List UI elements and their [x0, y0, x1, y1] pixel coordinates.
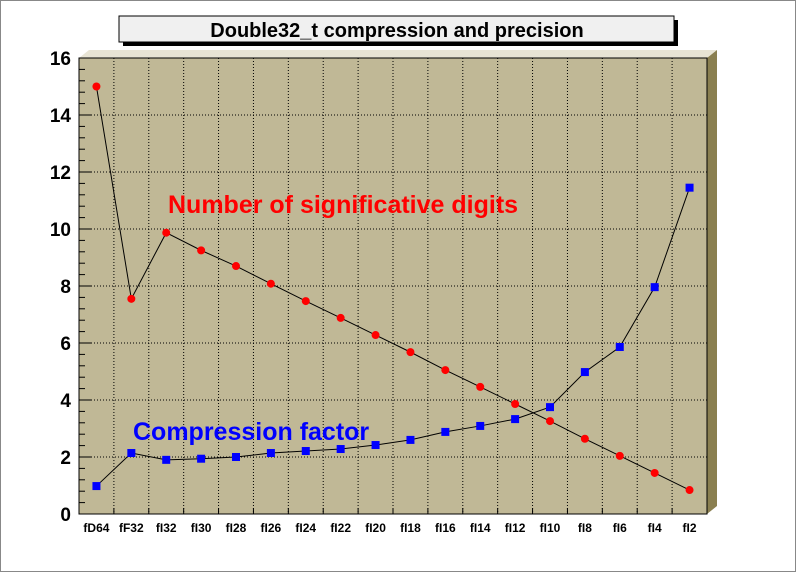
data-point: [406, 435, 415, 444]
y-tick-label: 4: [60, 391, 71, 412]
data-point: [406, 348, 415, 357]
data-point: [615, 451, 624, 460]
y-tick-label: 14: [50, 106, 72, 127]
data-point: [197, 246, 206, 255]
data-point: [266, 279, 275, 288]
y-tick-label: 8: [60, 277, 71, 298]
data-point: [650, 283, 659, 292]
x-tick-label: fI24: [295, 521, 316, 535]
data-point: [511, 399, 520, 408]
data-point: [371, 331, 380, 340]
series-label-compression: Compression factor: [133, 418, 369, 446]
series-line: [96, 187, 691, 487]
x-tick-label: fI6: [613, 521, 627, 535]
data-point: [232, 262, 240, 271]
data-point: [197, 454, 206, 463]
data-point: [476, 382, 485, 391]
data-point: [650, 468, 659, 477]
data-point: [685, 183, 694, 192]
data-point: [92, 482, 101, 491]
x-tick-label: fI30: [191, 521, 212, 535]
x-tick-label: fD64: [83, 521, 109, 535]
x-tick-label: fI28: [226, 521, 247, 535]
data-point: [546, 417, 554, 426]
data-point: [266, 449, 275, 458]
data-point: [685, 486, 694, 495]
frame-top: [79, 50, 717, 58]
data-point: [441, 427, 450, 436]
x-tick-label: fI20: [365, 521, 386, 535]
x-tick-label: fI2: [683, 521, 697, 535]
y-tick-label: 12: [50, 163, 71, 184]
data-point: [511, 415, 520, 424]
series-line: [95, 86, 690, 491]
title-box: [118, 15, 675, 43]
y-tick-label: 0: [60, 505, 71, 526]
x-tick-label: fI10: [540, 521, 561, 535]
chart-title: Double32_t compression and precision: [210, 20, 583, 42]
data-point: [301, 297, 310, 306]
y-tick-label: 2: [60, 448, 71, 469]
x-tick-label: fI32: [156, 521, 177, 535]
data-point: [336, 445, 345, 454]
data-point: [127, 294, 136, 303]
data-point: [336, 313, 345, 322]
data-point: [441, 366, 450, 375]
x-tick-label: fI18: [400, 521, 421, 535]
frame-side: [707, 50, 717, 514]
y-tick-label: 16: [50, 49, 71, 70]
data-point: [127, 449, 136, 458]
x-tick-label: fF32: [119, 521, 144, 535]
data-point: [615, 342, 624, 351]
x-tick-label: fI16: [435, 521, 456, 535]
x-tick-label: fI12: [505, 521, 526, 535]
data-point: [92, 82, 101, 91]
y-tick-label: 10: [50, 220, 71, 241]
data-point: [580, 368, 589, 377]
y-tick-label: 6: [60, 334, 71, 355]
data-point: [162, 455, 171, 464]
data-point: [301, 447, 310, 456]
data-point: [232, 453, 240, 461]
data-point: [371, 441, 380, 450]
series-label-digits: Number of significative digits: [168, 191, 518, 219]
x-tick-label: fI8: [578, 521, 592, 535]
data-point: [546, 403, 554, 412]
x-tick-label: fI14: [470, 521, 491, 535]
x-tick-label: fI26: [261, 521, 282, 535]
data-point: [476, 421, 485, 430]
x-tick-label: fI22: [330, 521, 351, 535]
x-tick-label: fI4: [648, 521, 662, 535]
data-point: [580, 434, 589, 443]
data-point: [162, 228, 171, 237]
